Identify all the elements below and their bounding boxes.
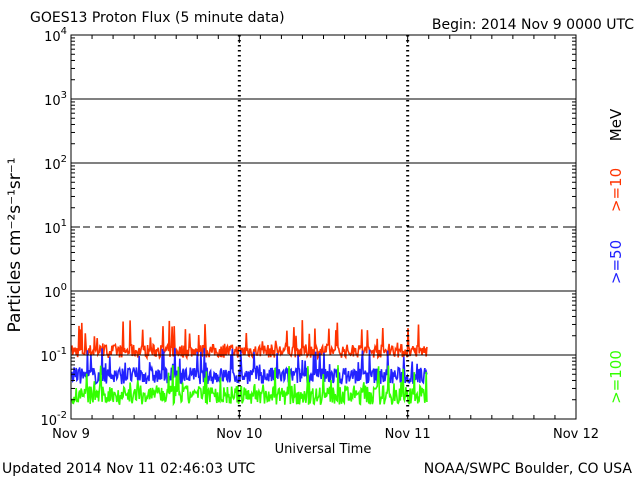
legend-label-0: >=10	[607, 168, 625, 212]
axes-layer: 10-2 10-1 100 101 102 103 104 Nov 9 Nov 10 Nov 11…	[40, 26, 599, 442]
x-tick-label: Nov 11	[385, 427, 431, 442]
x-tick-label: Nov 9	[52, 427, 90, 442]
x-tick-label: Nov 12	[553, 427, 599, 442]
legend-label-2: >=100	[607, 350, 625, 404]
series-layer	[71, 320, 428, 407]
y-tick-label: 102	[44, 154, 67, 173]
x-tick-label: Nov 10	[216, 427, 262, 442]
series-line-2	[71, 365, 428, 407]
y-tick-label: 100	[44, 282, 67, 301]
y-axis-label: Particles cm⁻²s⁻¹sr⁻¹	[5, 157, 25, 332]
y-tick-label: 101	[44, 218, 67, 237]
updated-time: Updated 2014 Nov 11 02:46:03 UTC	[2, 461, 256, 477]
unit-label: MeV	[607, 108, 625, 141]
y-tick-label: 10-2	[40, 410, 67, 429]
y-tick-label: 10-1	[40, 346, 67, 365]
legend: >=10 >=50 >=100 MeV	[607, 108, 625, 404]
series-line-1	[71, 347, 428, 386]
credit-label: NOAA/SWPC Boulder, CO USA	[423, 461, 632, 477]
y-tick-label: 103	[44, 90, 67, 109]
y-tick-label: 104	[44, 26, 67, 45]
begin-time: Begin: 2014 Nov 9 0000 UTC	[431, 17, 634, 33]
grid-layer	[71, 35, 576, 419]
series-line-0	[71, 320, 428, 361]
chart-title: GOES13 Proton Flux (5 minute data)	[30, 10, 285, 26]
x-axis-label: Universal Time	[275, 442, 372, 457]
legend-label-1: >=50	[607, 240, 625, 284]
